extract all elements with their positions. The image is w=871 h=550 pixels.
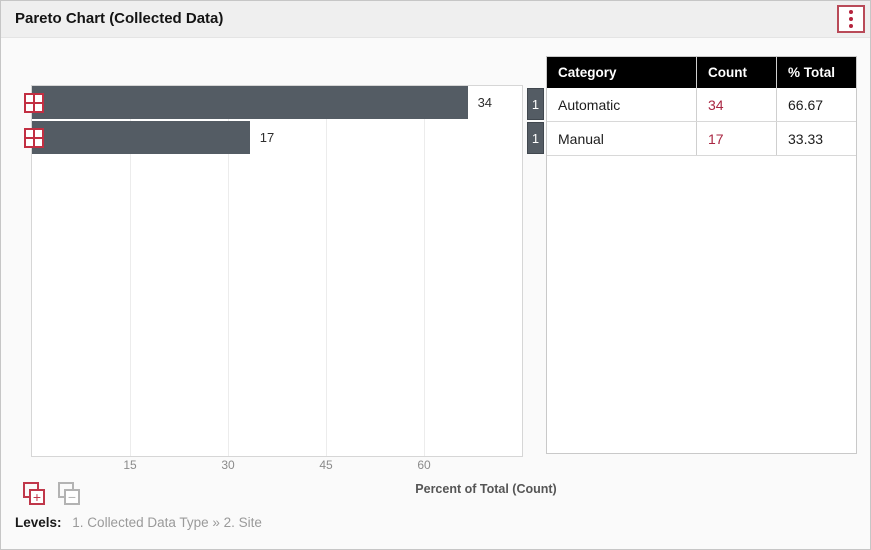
expand-bar-button[interactable] bbox=[24, 92, 44, 113]
gridline bbox=[228, 86, 229, 456]
kebab-menu-button[interactable] bbox=[837, 5, 865, 33]
expand-bar-button[interactable] bbox=[24, 127, 44, 148]
pareto-bar-manual[interactable] bbox=[32, 121, 250, 154]
table-row[interactable]: Automatic 34 66.67 bbox=[547, 88, 856, 122]
column-header-count: Count bbox=[696, 57, 776, 88]
cell-count: 34 bbox=[696, 88, 776, 121]
kebab-dot-icon bbox=[849, 17, 853, 21]
plus-icon: + bbox=[29, 489, 45, 505]
category-table: Category Count % Total Automatic 34 66.67 M… bbox=[546, 56, 857, 454]
minus-icon: − bbox=[64, 489, 80, 505]
x-axis-tick-label: 45 bbox=[319, 458, 333, 472]
column-header-pct-total: % Total bbox=[776, 57, 856, 88]
sublevel-count-badge: 1 bbox=[527, 122, 544, 154]
cell-pct-total: 33.33 bbox=[776, 122, 856, 155]
cell-category: Automatic bbox=[558, 96, 621, 113]
kebab-dot-icon bbox=[849, 10, 853, 14]
column-header-category: Category bbox=[558, 65, 617, 80]
kebab-dot-icon bbox=[849, 24, 853, 28]
levels-path: 1. Collected Data Type » 2. Site bbox=[72, 515, 262, 530]
bar-value-label: 17 bbox=[259, 130, 275, 145]
cell-count: 17 bbox=[696, 122, 776, 155]
plot-area: 34 17 bbox=[24, 85, 523, 457]
panel-title: Pareto Chart (Collected Data) bbox=[15, 10, 224, 27]
bar-row: 34 bbox=[24, 86, 522, 119]
x-axis-tick-label: 60 bbox=[417, 458, 431, 472]
table-body: Automatic 34 66.67 Manual 17 33.33 bbox=[547, 88, 856, 156]
gridline bbox=[424, 86, 425, 456]
levels-label: Levels: bbox=[15, 515, 62, 530]
x-axis-label: Percent of Total (Count) bbox=[415, 482, 557, 496]
panel-header: Pareto Chart (Collected Data) bbox=[1, 1, 870, 38]
bar-value-label: 34 bbox=[477, 95, 493, 110]
collapse-all-button[interactable]: − bbox=[58, 482, 80, 505]
table-header-row: Category Count % Total bbox=[547, 57, 856, 88]
pareto-bar-automatic[interactable] bbox=[32, 86, 468, 119]
gridline bbox=[130, 86, 131, 456]
x-axis-tick-label: 15 bbox=[123, 458, 137, 472]
x-axis-tick-label: 30 bbox=[221, 458, 235, 472]
table-row[interactable]: Manual 17 33.33 bbox=[547, 122, 856, 156]
levels-breadcrumb: Levels: 1. Collected Data Type » 2. Site bbox=[15, 515, 262, 530]
expand-all-button[interactable]: + bbox=[23, 482, 45, 505]
cell-pct-total: 66.67 bbox=[776, 88, 856, 121]
sublevel-count-badge: 1 bbox=[527, 88, 544, 120]
cell-category: Manual bbox=[558, 130, 604, 147]
panel-body: 34 17 Percent of Total (Count) Category C… bbox=[1, 38, 870, 549]
bar-row: 17 bbox=[24, 121, 522, 154]
gridline bbox=[326, 86, 327, 456]
